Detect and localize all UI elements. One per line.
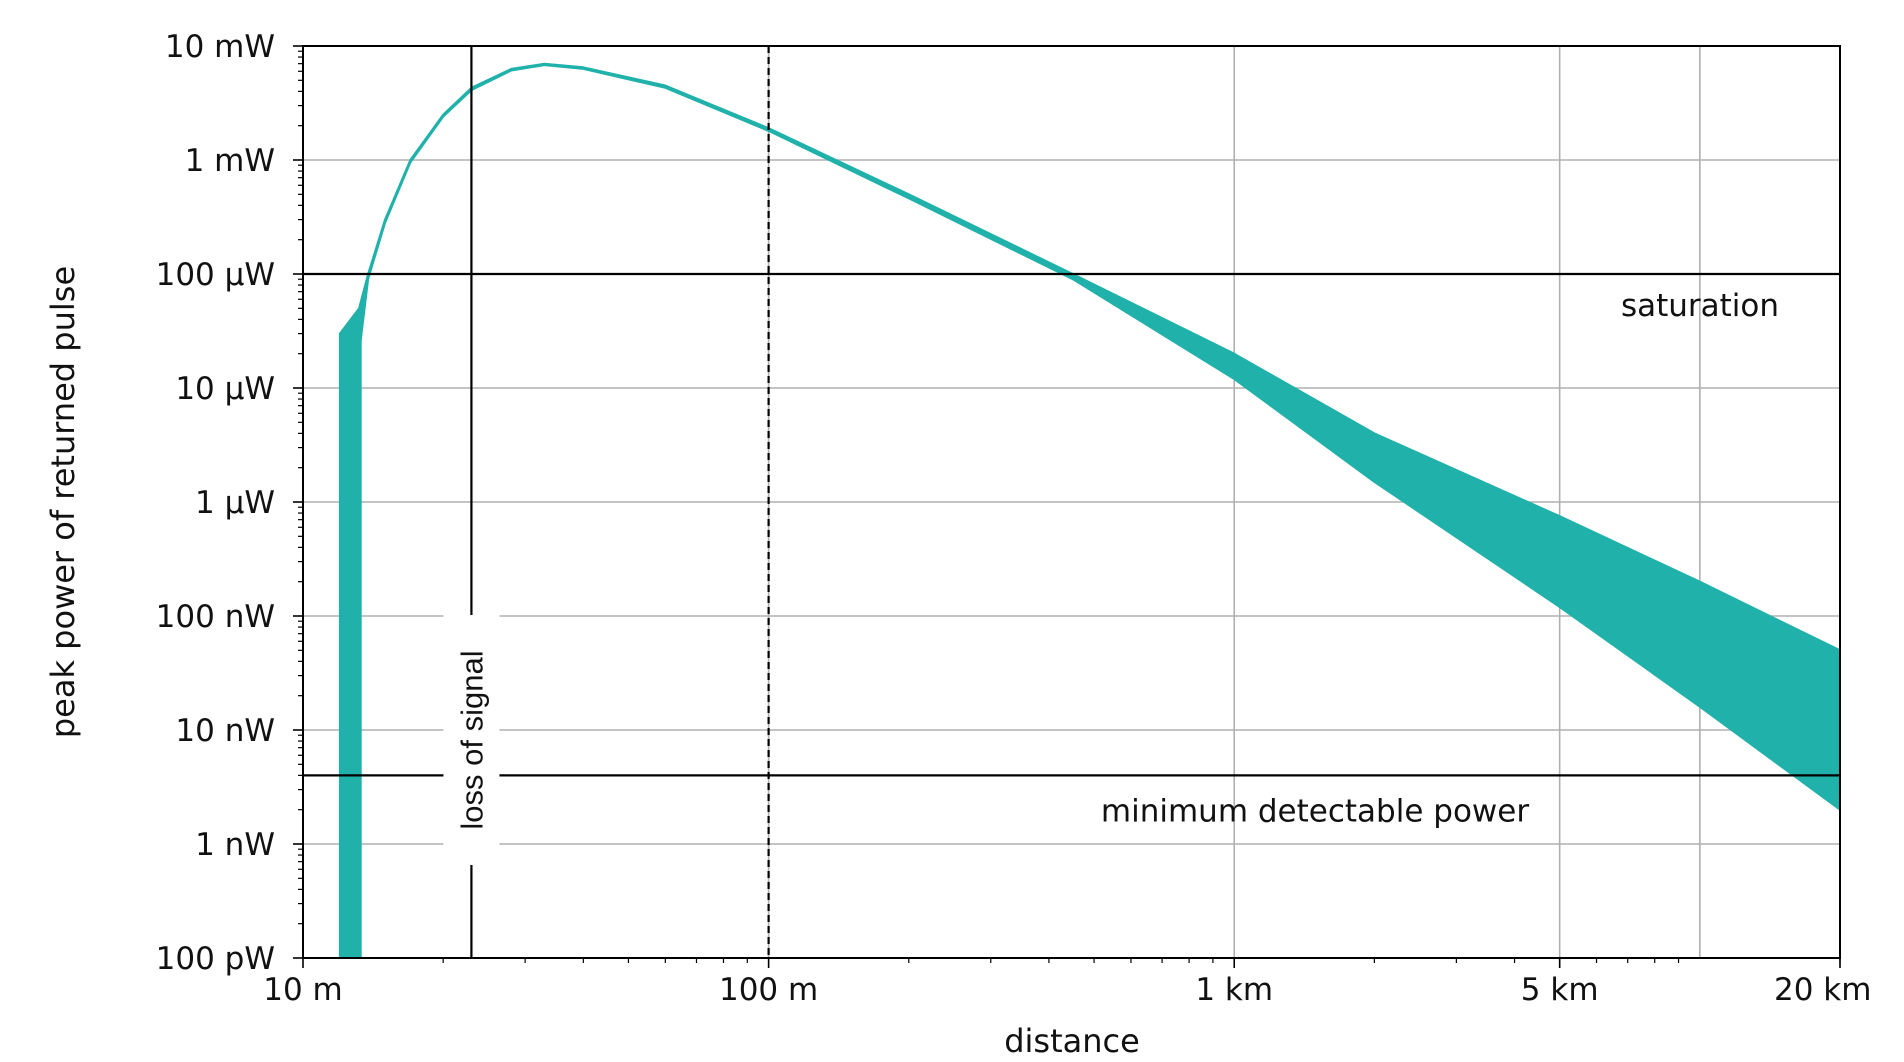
x-tick-label: 20 km: [1774, 972, 1871, 1008]
x-tick-label: 1 km: [1195, 972, 1273, 1008]
x-tick-label: 5 km: [1521, 972, 1599, 1008]
x-tick-label: 100 m: [719, 972, 818, 1008]
tick-labels: 10 mW 1 mW 100 μW 10 μW 1 μW 100 nW 10 nW 1 nW 1…: [156, 29, 1872, 1008]
y-tick-label: 10 μW: [175, 371, 275, 407]
y-tick-label: 10 nW: [175, 713, 275, 749]
y-tick-label: 100 pW: [156, 941, 275, 977]
y-tick-label: 1 mW: [185, 143, 275, 179]
major-ticks: [293, 45, 1841, 968]
y-tick-label: 100 nW: [156, 599, 275, 635]
y-tick-label: 1 nW: [195, 827, 275, 863]
x-axis-title: distance: [1004, 1022, 1140, 1060]
annotations: saturation minimum detectable power loss o…: [443, 288, 1779, 865]
x-tick-label: 10 m: [263, 972, 343, 1008]
min-detectable-power-label: minimum detectable power: [1101, 793, 1529, 829]
y-tick-label: 10 mW: [165, 29, 275, 65]
reference-lines: [303, 46, 1840, 958]
y-tick-label: 100 μW: [156, 257, 275, 293]
y-tick-label: 1 μW: [195, 485, 275, 521]
power-band: [338, 62, 1841, 959]
loss-of-signal-label: loss of signal: [454, 650, 489, 829]
y-axis-title: peak power of returned pulse: [44, 266, 82, 738]
saturation-label: saturation: [1621, 288, 1779, 324]
loss-of-signal-label-box: [443, 615, 500, 865]
